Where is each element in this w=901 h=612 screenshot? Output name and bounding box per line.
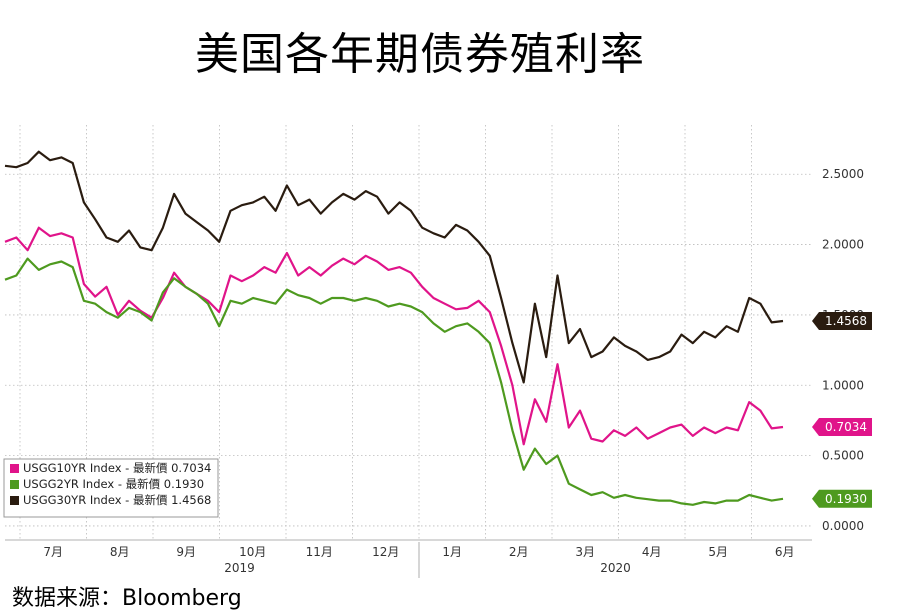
last-value-tag-text: 0.7034 [825,420,867,434]
series-line [4,226,784,446]
legend-swatch [10,496,19,505]
x-tick-label: 6月 [775,545,795,559]
last-value-tag-bg [812,311,872,330]
last-value-tag-text: 0.1930 [825,492,867,506]
last-value-tag: 0.1930 [812,489,872,508]
x-tick-label: 2月 [509,545,529,559]
x-tick-label: 12月 [372,545,399,559]
grid [5,125,812,540]
x-tick-label: 8月 [110,545,130,559]
legend-entry: USGG10YR Index - 最新價 0.7034 [23,461,211,475]
last-value-tag: 1.4568 [812,311,872,330]
x-tick-label: 7月 [43,545,63,559]
x-axis: 7月 8月 9月 10月 11月 12月 1月 2月 3月 4月 5月 6月 2019 2020 [5,539,812,578]
x-tick-label: 10月 [239,545,266,559]
x-tick-label: 4月 [642,545,662,559]
series-line [4,257,784,506]
y-tick-label: 0.0000 [822,519,864,533]
y-tick-label: 0.5000 [822,449,864,463]
y-tick-label: 2.5000 [822,167,864,181]
x-tick-label: 11月 [306,545,333,559]
last-value-tag-text: 1.4568 [825,314,867,328]
legend-entry: USGG30YR Index - 最新價 1.4568 [23,493,211,507]
last-value-tag-bg [812,417,872,436]
year-label: 2020 [600,561,631,575]
legend-swatch [10,480,19,489]
series-lines [4,150,784,506]
data-source-note: 数据来源：Bloomberg [12,586,242,611]
x-tick-label: 1月 [442,545,462,559]
last-value-tag-bg [812,489,872,508]
last-value-tags: 0.7034 0.1930 1.4568 [812,311,872,508]
y-tick-label: 2.0000 [822,238,864,252]
legend-box [3,458,219,518]
x-tick-label: 3月 [575,545,595,559]
x-tick-label: 5月 [708,545,728,559]
legend-swatch [10,464,19,473]
series-line [4,150,784,384]
last-value-tag: 0.7034 [812,417,872,436]
chart-title: 美国各年期债券殖利率 [195,29,645,80]
year-label: 2019 [224,561,255,575]
legend-entry: USGG2YR Index - 最新價 0.1930 [23,477,204,491]
x-tick-label: 9月 [176,545,196,559]
legend: USGG10YR Index - 最新價 0.7034 USGG2YR Index… [3,458,219,518]
y-tick-label: 1.0000 [822,378,864,392]
